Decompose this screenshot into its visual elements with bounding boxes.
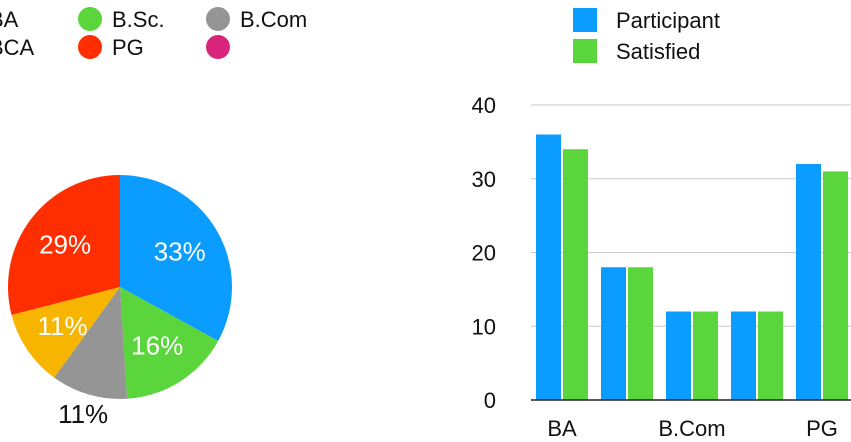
bar-legend: Participant Satisfied (573, 8, 720, 64)
pie-slice-bca (11, 287, 121, 378)
x-tick-label-b-com: B.Com (658, 416, 725, 441)
x-tick-label-pg: PG (806, 416, 838, 441)
pie-label-pg: 29% (39, 229, 91, 259)
bar-participant-b-com (666, 311, 691, 400)
legend-label-b-com: B.Com (240, 7, 307, 32)
legend-label-participant: Participant (616, 8, 720, 33)
legend-label-b-sc: B.Sc. (112, 7, 165, 32)
bar-participant-bca (731, 311, 756, 400)
y-tick-label-0: 0 (484, 388, 496, 413)
legend-marker-participant (573, 8, 597, 32)
pie-chart: 33% 16% 11% 11% 29% (7, 175, 233, 429)
x-tick-label-ba: BA (547, 416, 577, 441)
pie-label-b-sc: 16% (131, 331, 183, 361)
legend-label-satisfied: Satisfied (616, 39, 700, 64)
pie-label-b-com: 11% (58, 399, 108, 429)
bar-satisfied-b-sc (628, 267, 653, 400)
legend-marker-b-com (206, 7, 230, 31)
bar-satisfied-bca (758, 311, 783, 400)
bar-satisfied-ba (563, 149, 588, 400)
pie-slice-ba (120, 175, 233, 341)
legend-marker-unlabeled (206, 35, 230, 59)
bar-participant-pg (796, 164, 821, 400)
legend-marker-pg (78, 35, 102, 59)
pie-legend: BA B.Sc. B.Com BCA PG (0, 7, 307, 60)
y-tick-label-20: 20 (472, 241, 496, 266)
legend-label-ba: BA (0, 7, 19, 32)
bar-satisfied-pg (823, 171, 848, 400)
legend-label-pg: PG (112, 35, 144, 60)
pie-label-bca: 11% (38, 311, 88, 341)
legend-marker-b-sc (78, 7, 102, 31)
pie-slice-pg (7, 175, 121, 315)
legend-label-bca: BCA (0, 35, 35, 60)
pie-slice-b-com (54, 287, 128, 399)
y-tick-label-30: 30 (472, 167, 496, 192)
bar-participant-ba (536, 134, 561, 400)
bar-chart: 0 10 20 30 40 BA B.Com PG (472, 93, 851, 441)
pie-label-ba: 33% (154, 237, 206, 267)
bar-satisfied-b-com (693, 311, 718, 400)
y-tick-label-10: 10 (472, 314, 496, 339)
bar-participant-b-sc (601, 267, 626, 400)
pie-slice-b-sc (120, 287, 219, 399)
y-tick-label-40: 40 (472, 93, 496, 118)
legend-marker-satisfied (573, 39, 597, 63)
